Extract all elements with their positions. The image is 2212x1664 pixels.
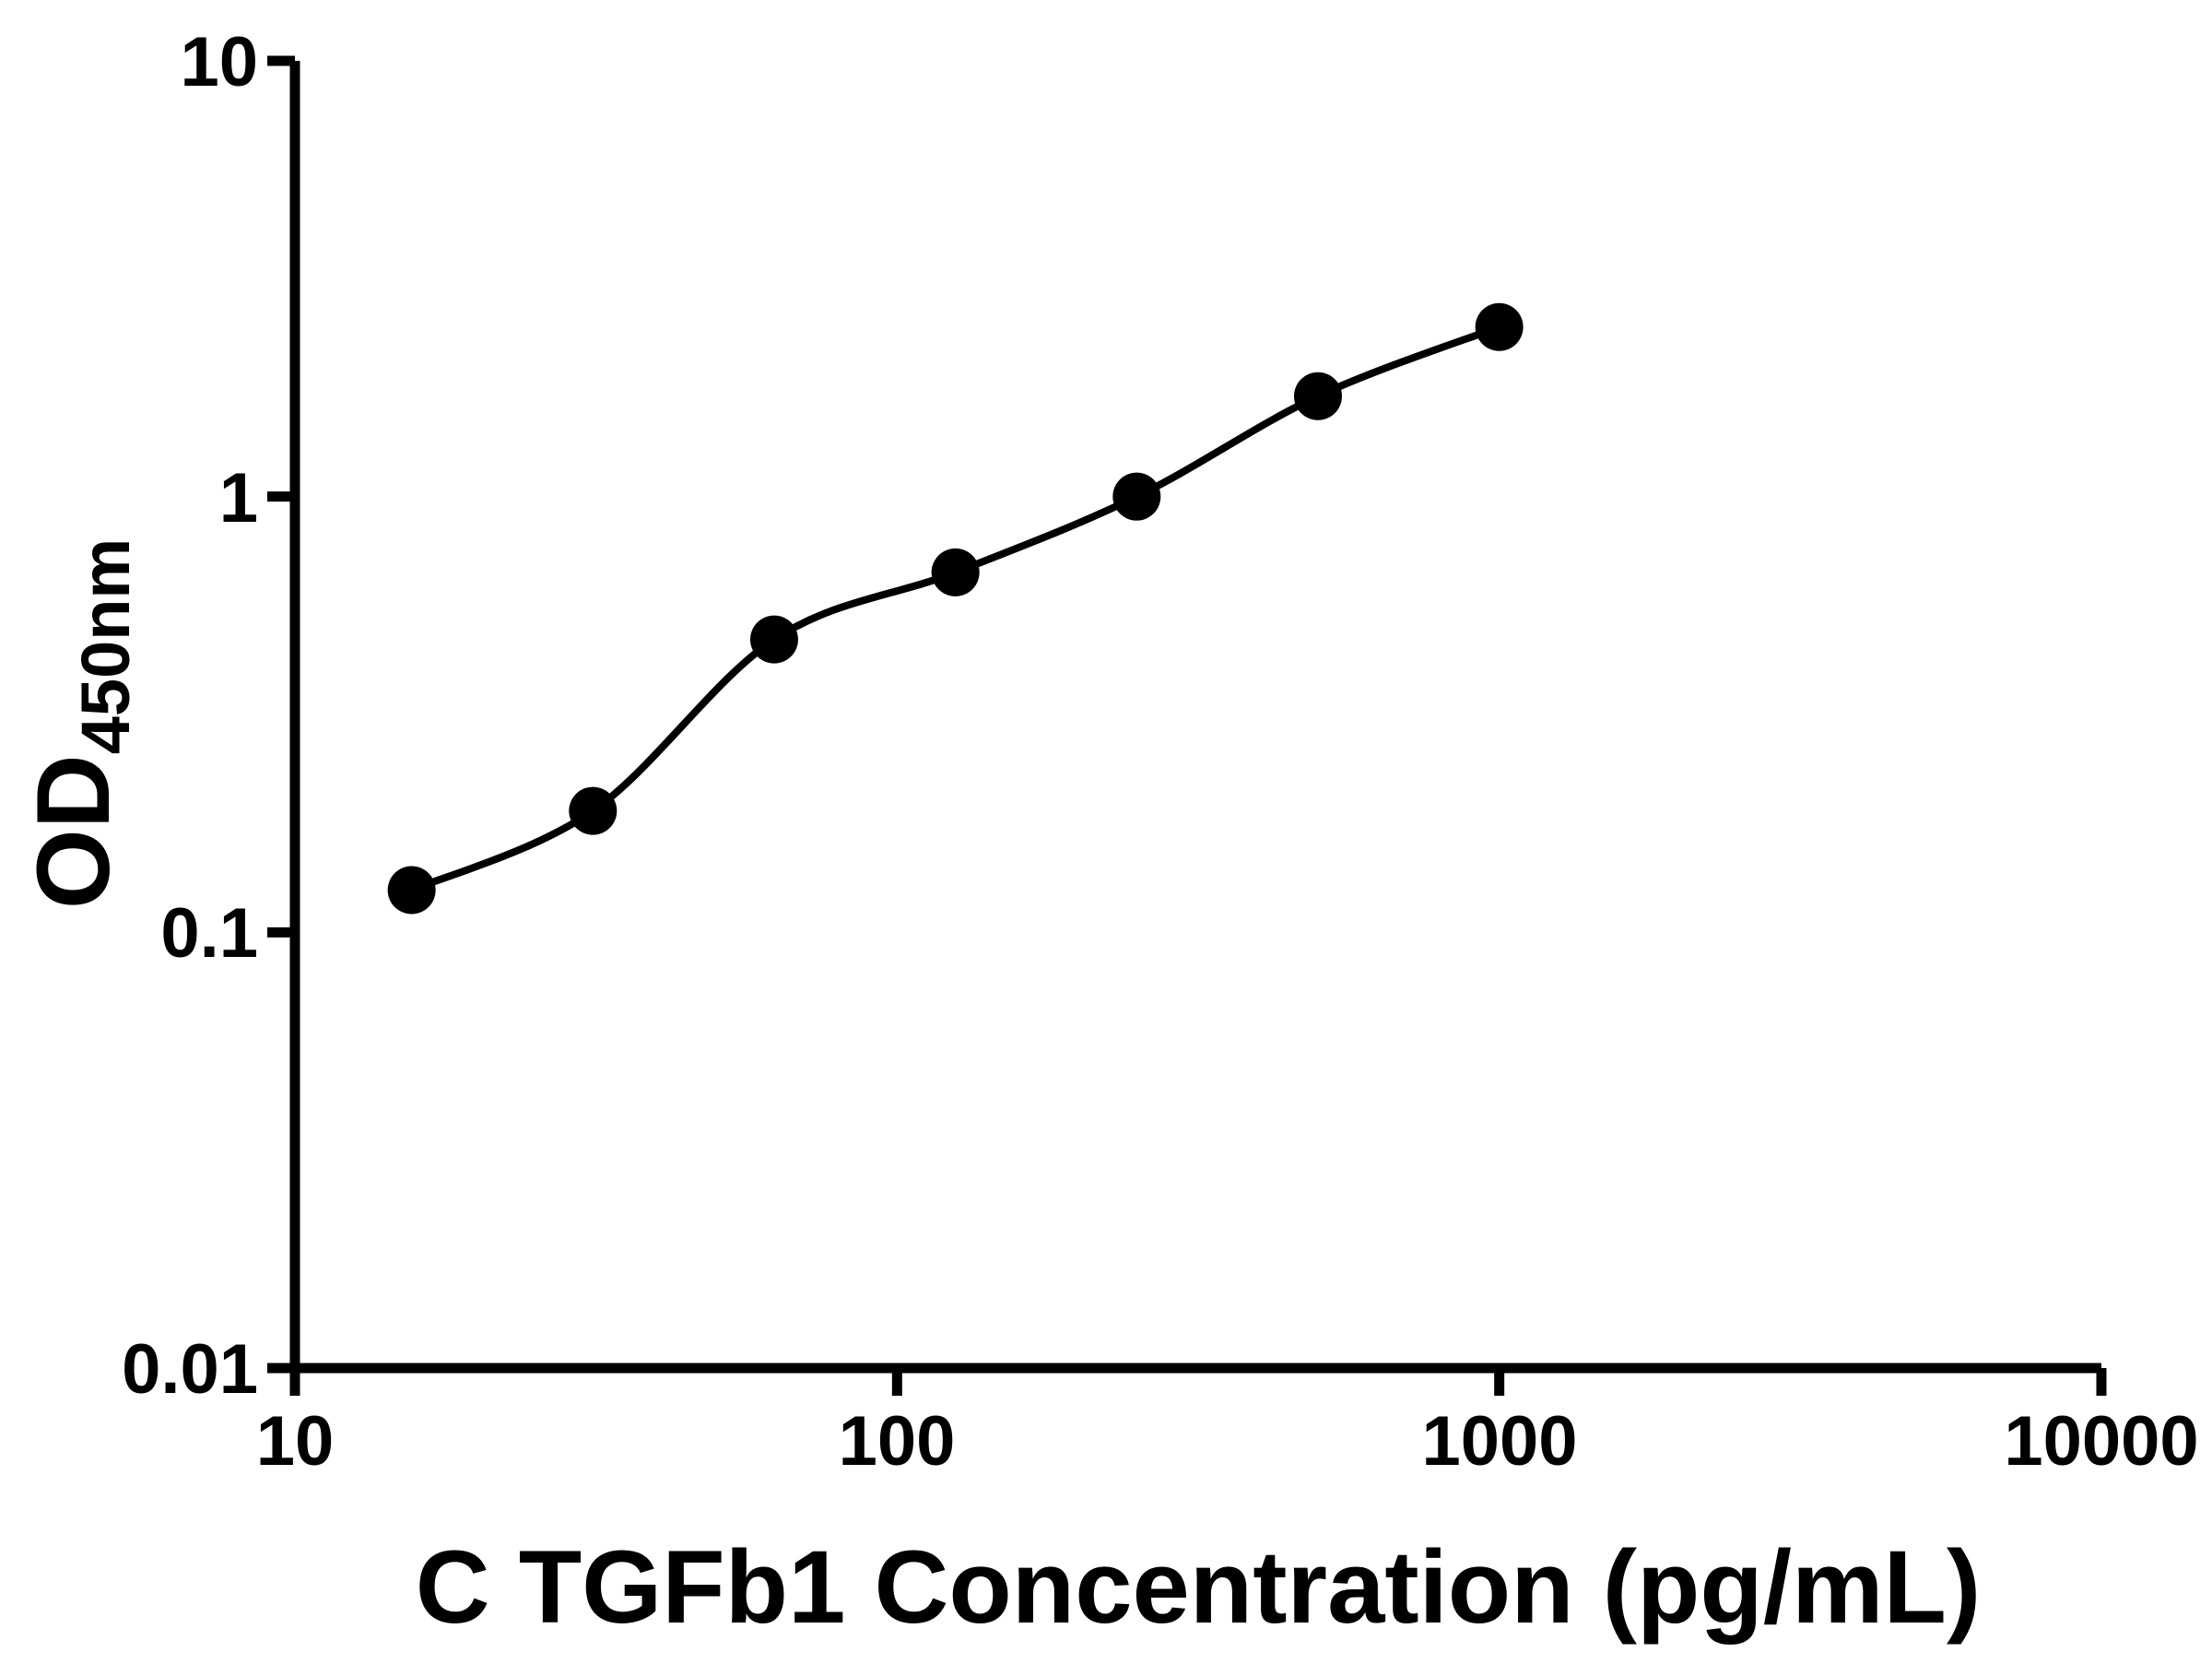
x-tick-label: 1000 [1421, 1402, 1577, 1481]
x-tick-labels: 10 100 1000 10000 [256, 1402, 2199, 1481]
data-point [749, 615, 798, 664]
data-point [1112, 472, 1161, 521]
axes-layer [267, 55, 2107, 1396]
axis-spine [289, 61, 2101, 1374]
y-axis-title-main: OD [16, 754, 131, 909]
y-tick-label: 0.1 [160, 894, 258, 973]
series-layer [387, 302, 1524, 915]
x-tick-label: 100 [839, 1402, 956, 1481]
x-tick-label: 10 [256, 1402, 335, 1481]
y-tick-label: 0.01 [122, 1330, 258, 1409]
y-axis-title: OD450nm [16, 538, 144, 909]
data-point [1475, 302, 1524, 351]
y-axis-title-text: OD450nm [16, 538, 144, 909]
y-tick-label: 10 [180, 23, 258, 101]
y-axis-title-subscript: 450nm [67, 538, 144, 754]
data-point [387, 866, 436, 915]
y-tick-label: 1 [219, 459, 258, 537]
data-point [931, 548, 980, 596]
data-point [1293, 372, 1342, 420]
x-tick-label: 10000 [2004, 1402, 2198, 1481]
y-tick-labels: 0.01 0.1 1 10 [122, 23, 258, 1409]
x-axis-title: C TGFb1 Concentration (pg/mL) [416, 1529, 1982, 1645]
data-point [569, 786, 618, 835]
